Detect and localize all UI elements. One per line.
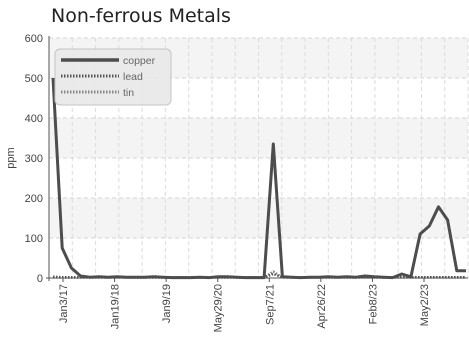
x-tick-label: Apr26/22 <box>316 284 328 329</box>
x-tick-label: Jan19/18 <box>110 284 122 329</box>
y-tick-label: 100 <box>25 233 43 245</box>
y-tick-label: 200 <box>25 193 43 205</box>
y-tick-label: 600 <box>25 33 43 45</box>
y-tick-label: 300 <box>25 153 43 165</box>
x-tick-label: Jan9/19 <box>161 284 173 323</box>
chart-title: Non-ferrous Metals <box>51 5 231 27</box>
x-tick-label: Feb8/23 <box>367 284 379 324</box>
legend-label-lead: lead <box>123 71 143 83</box>
x-tick-label: May29/20 <box>213 284 225 332</box>
x-tick-label: May2/23 <box>419 284 431 326</box>
x-tick-label: Sep7/21 <box>264 284 276 325</box>
plot-band <box>49 198 468 238</box>
y-tick-label: 400 <box>25 113 43 125</box>
legend-label-copper: copper <box>123 55 156 67</box>
y-tick-label: 0 <box>37 273 43 285</box>
x-tick-label: Jan3/17 <box>58 284 70 323</box>
series-line-copper <box>51 77 466 280</box>
legend-label-tin: tin <box>123 87 134 99</box>
y-axis-label: ppm <box>5 147 17 168</box>
y-tick-label: 500 <box>25 73 43 85</box>
